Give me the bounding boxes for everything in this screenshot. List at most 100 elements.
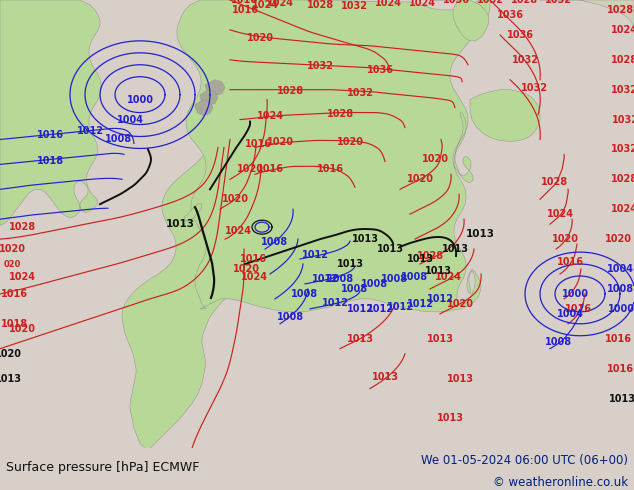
Text: 1016: 1016 (557, 257, 583, 267)
Text: 1004: 1004 (117, 115, 143, 124)
Text: 1008: 1008 (276, 312, 304, 322)
Text: 1028: 1028 (510, 0, 538, 5)
Text: 1036: 1036 (507, 30, 533, 40)
Text: 1024: 1024 (257, 111, 283, 121)
Text: 1024: 1024 (547, 209, 574, 219)
Text: 1013: 1013 (427, 334, 453, 344)
Polygon shape (200, 90, 218, 106)
Polygon shape (177, 0, 490, 312)
Text: 1020: 1020 (8, 324, 36, 334)
Text: 1008: 1008 (361, 279, 389, 289)
Text: 1012: 1012 (406, 299, 434, 309)
Text: 1016: 1016 (607, 364, 633, 374)
Text: 1016: 1016 (231, 0, 257, 5)
Text: 1016: 1016 (245, 140, 271, 149)
Text: 1013: 1013 (465, 229, 495, 239)
Text: 1016: 1016 (37, 129, 63, 140)
Text: 1013: 1013 (0, 373, 22, 384)
Text: 1016: 1016 (240, 254, 266, 264)
Text: 1024: 1024 (252, 0, 278, 10)
Text: 1032: 1032 (340, 1, 368, 11)
Text: 1020: 1020 (0, 349, 22, 359)
Text: 1012: 1012 (321, 298, 349, 308)
Text: 1013: 1013 (446, 373, 474, 384)
Text: 1013: 1013 (425, 266, 451, 276)
Text: 1024: 1024 (8, 272, 36, 282)
Text: 1024: 1024 (611, 204, 634, 214)
Text: We 01-05-2024 06:00 UTC (06+00): We 01-05-2024 06:00 UTC (06+00) (421, 454, 628, 467)
Text: 1036: 1036 (366, 65, 394, 75)
Text: 1020: 1020 (604, 234, 631, 244)
Text: 1016: 1016 (316, 164, 344, 174)
Text: 1012: 1012 (311, 274, 339, 284)
Text: 1016: 1016 (604, 334, 631, 344)
Text: 1036: 1036 (443, 0, 470, 5)
Text: 1024: 1024 (434, 272, 462, 282)
Polygon shape (184, 203, 202, 221)
Text: 1032: 1032 (512, 55, 538, 65)
Text: 1012: 1012 (347, 304, 373, 314)
Text: 1016: 1016 (1, 289, 27, 299)
Text: 1024: 1024 (224, 226, 252, 236)
Text: 1012: 1012 (366, 304, 394, 314)
Polygon shape (430, 0, 489, 41)
Text: 1008: 1008 (382, 274, 408, 284)
Text: 1020: 1020 (236, 164, 264, 174)
Text: 1013: 1013 (165, 219, 195, 229)
Text: 1004: 1004 (607, 264, 633, 274)
Text: 1008: 1008 (261, 237, 288, 247)
Text: 1032: 1032 (612, 115, 634, 124)
Text: 1008: 1008 (327, 274, 354, 284)
Text: 1013: 1013 (377, 244, 403, 254)
Text: 1020: 1020 (446, 299, 474, 309)
Text: 1000: 1000 (607, 304, 634, 314)
Text: 1024: 1024 (266, 0, 294, 8)
Text: 1028: 1028 (541, 177, 569, 187)
Text: 020: 020 (3, 260, 21, 269)
Polygon shape (205, 80, 225, 96)
Text: 1018: 1018 (1, 319, 27, 329)
Text: 1013: 1013 (372, 371, 399, 382)
Text: 1016: 1016 (231, 5, 259, 15)
Text: 1024: 1024 (240, 272, 268, 282)
Text: 1020: 1020 (422, 154, 448, 165)
Text: 1032: 1032 (306, 61, 333, 71)
Text: 1000: 1000 (562, 289, 588, 299)
Text: 1008: 1008 (607, 284, 634, 294)
Text: 1000: 1000 (127, 95, 153, 105)
Text: 1013: 1013 (337, 259, 363, 269)
Text: 1008: 1008 (545, 337, 572, 347)
Text: 1020: 1020 (337, 138, 363, 147)
Text: © weatheronline.co.uk: © weatheronline.co.uk (493, 476, 628, 489)
Text: 1013: 1013 (406, 254, 434, 264)
Text: 1020: 1020 (221, 194, 249, 204)
Text: 1028: 1028 (276, 86, 304, 96)
Text: 1032: 1032 (611, 85, 634, 95)
Polygon shape (195, 99, 213, 116)
Text: 1032: 1032 (545, 0, 571, 5)
Text: 1013: 1013 (609, 393, 634, 404)
Text: 1013: 1013 (436, 414, 463, 423)
Text: 1012: 1012 (427, 294, 453, 304)
Text: 1020: 1020 (0, 244, 25, 254)
Text: 1012: 1012 (77, 125, 103, 136)
Text: 1028: 1028 (611, 174, 634, 184)
Text: 1008: 1008 (105, 134, 132, 145)
Text: 1036: 1036 (496, 10, 524, 20)
Text: 1032: 1032 (477, 0, 503, 5)
Text: 1008: 1008 (292, 289, 318, 299)
Polygon shape (122, 0, 268, 448)
Text: 1032: 1032 (521, 83, 548, 93)
Text: 1028: 1028 (306, 0, 333, 10)
Text: 1032: 1032 (347, 88, 373, 98)
Polygon shape (0, 0, 101, 225)
Text: 1012: 1012 (387, 302, 413, 312)
Text: 1020: 1020 (552, 234, 578, 244)
Polygon shape (540, 0, 634, 30)
Text: 1012: 1012 (302, 250, 328, 260)
Text: 1020: 1020 (266, 138, 294, 147)
Text: 1020: 1020 (247, 33, 273, 43)
Text: 1024: 1024 (611, 25, 634, 35)
Text: 1032: 1032 (611, 145, 634, 154)
Polygon shape (470, 90, 540, 142)
